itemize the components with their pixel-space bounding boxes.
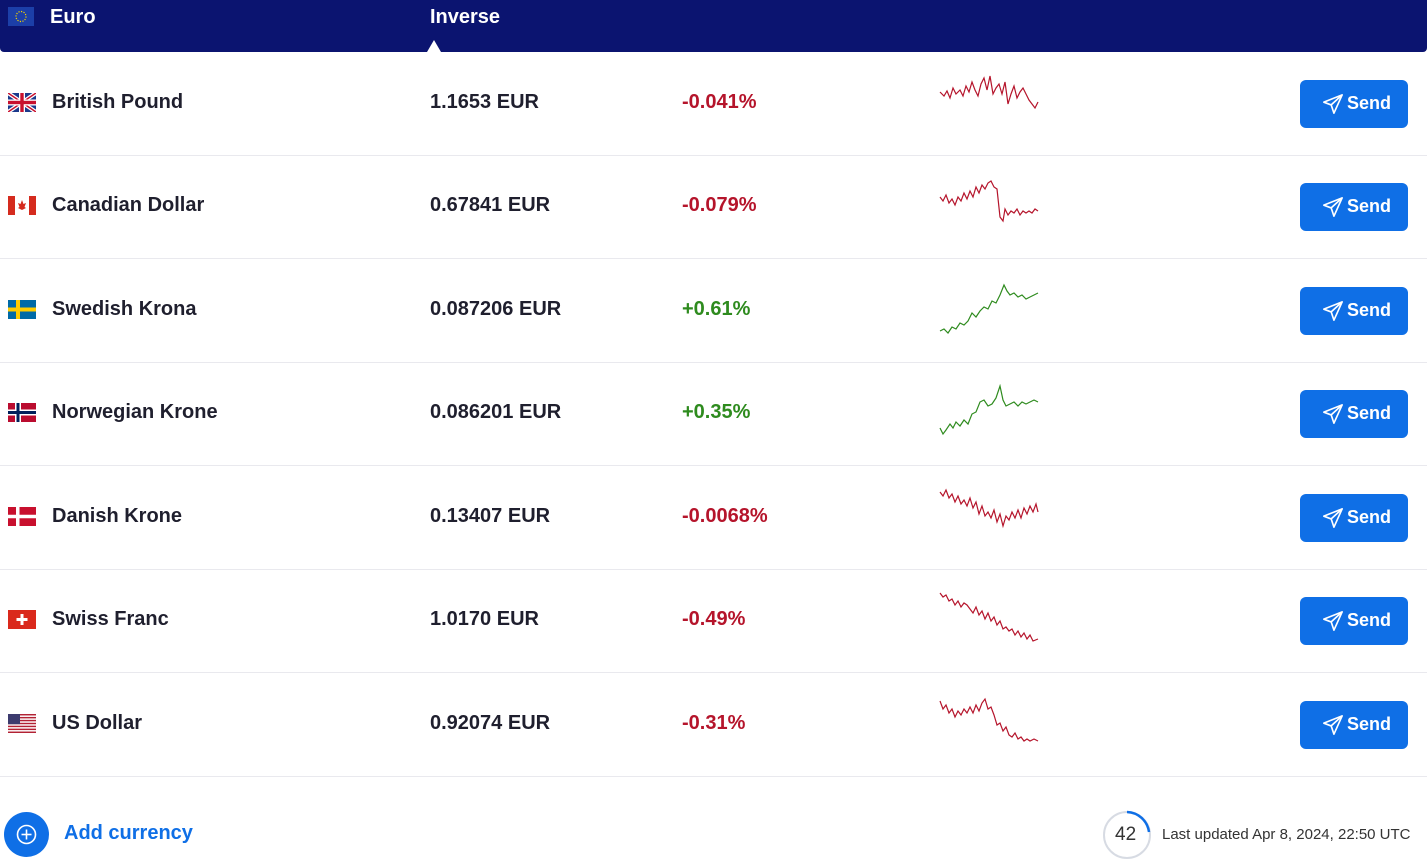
eu-flag-icon xyxy=(8,7,34,26)
sparkline-chart xyxy=(939,283,1039,334)
currency-name[interactable]: Danish Krone xyxy=(52,505,183,527)
currency-name[interactable]: Canadian Dollar xyxy=(52,194,205,216)
paper-plane-icon xyxy=(1323,611,1343,631)
send-button-label: Send xyxy=(1347,403,1392,423)
send-button-label: Send xyxy=(1347,610,1392,630)
currency-row[interactable]: Swedish Krona 0.087206 EUR +0.61% Send xyxy=(0,259,1427,363)
send-button-label: Send xyxy=(1347,93,1392,113)
base-currency-label[interactable]: Euro xyxy=(50,6,96,28)
paper-plane-icon xyxy=(1323,404,1343,424)
exchange-rate: 0.67841 EUR xyxy=(430,194,551,216)
send-button[interactable]: Send xyxy=(1300,390,1408,438)
switzerland-flag-icon xyxy=(8,610,36,629)
currency-row[interactable]: Norwegian Krone 0.086201 EUR +0.35% Send xyxy=(0,362,1427,466)
currency-row[interactable]: British Pound 1.1653 EUR -0.041% Send xyxy=(0,52,1427,156)
sparkline-chart xyxy=(939,592,1039,642)
uk-flag-icon xyxy=(8,93,36,112)
paper-plane-icon xyxy=(1323,508,1343,528)
percent-change: +0.61% xyxy=(682,298,751,320)
refresh-countdown: 42 xyxy=(1115,824,1137,845)
percent-change: -0.31% xyxy=(682,712,746,734)
paper-plane-icon xyxy=(1323,94,1343,114)
add-currency-button[interactable] xyxy=(4,812,49,857)
send-button-label: Send xyxy=(1347,714,1392,734)
percent-change: -0.041% xyxy=(682,91,757,113)
percent-change: -0.0068% xyxy=(682,505,768,527)
exchange-rate: 0.087206 EUR xyxy=(430,298,562,320)
send-button[interactable]: Send xyxy=(1300,80,1408,128)
percent-change: -0.079% xyxy=(682,194,757,216)
exchange-rate: 1.0170 EUR xyxy=(430,608,539,630)
percent-change: +0.35% xyxy=(682,401,751,423)
canada-flag-icon xyxy=(8,196,36,215)
currency-row[interactable]: Canadian Dollar 0.67841 EUR -0.079% Send xyxy=(0,155,1427,259)
norway-flag-icon xyxy=(8,403,36,422)
sparkline-chart xyxy=(939,180,1039,223)
exchange-rate: 0.086201 EUR xyxy=(430,401,562,423)
send-button-label: Send xyxy=(1347,196,1392,216)
currency-row[interactable]: US Dollar 0.92074 EUR -0.31% Send xyxy=(0,673,1427,777)
send-button[interactable]: Send xyxy=(1300,287,1408,335)
exchange-rate: 1.1653 EUR xyxy=(430,91,539,113)
send-button[interactable]: Send xyxy=(1300,494,1408,542)
paper-plane-icon xyxy=(1323,197,1343,217)
send-button[interactable]: Send xyxy=(1300,597,1408,645)
sparkline-chart xyxy=(939,75,1039,110)
exchange-rate: 0.92074 EUR xyxy=(430,712,551,734)
send-button-label: Send xyxy=(1347,300,1392,320)
send-button[interactable]: Send xyxy=(1300,701,1408,749)
currency-row[interactable]: Danish Krone 0.13407 EUR -0.0068% Send xyxy=(0,466,1427,570)
exchange-rate: 0.13407 EUR xyxy=(430,505,551,527)
paper-plane-icon xyxy=(1323,301,1343,321)
us-flag-icon xyxy=(8,714,36,733)
sparkline-chart xyxy=(939,488,1039,529)
currency-name[interactable]: Norwegian Krone xyxy=(52,401,218,423)
send-button[interactable]: Send xyxy=(1300,183,1408,231)
add-currency-link[interactable]: Add currency xyxy=(64,822,193,844)
paper-plane-icon xyxy=(1323,715,1343,735)
currency-name[interactable]: Swedish Krona xyxy=(52,298,197,320)
sparkline-chart xyxy=(939,697,1039,742)
send-button-label: Send xyxy=(1347,507,1392,527)
currency-table-header: Euro Inverse xyxy=(0,0,1427,52)
sparkline-chart xyxy=(939,384,1039,436)
currency-row[interactable]: Swiss Franc 1.0170 EUR -0.49% Send xyxy=(0,569,1427,673)
percent-change: -0.49% xyxy=(682,608,746,630)
caret-up-icon xyxy=(427,40,441,52)
sweden-flag-icon xyxy=(8,300,36,319)
denmark-flag-icon xyxy=(8,507,36,526)
currency-name[interactable]: British Pound xyxy=(52,91,184,113)
currency-name[interactable]: Swiss Franc xyxy=(52,608,169,630)
last-updated-text: Last updated Apr 8, 2024, 22:50 UTC xyxy=(1162,826,1411,843)
currency-name[interactable]: US Dollar xyxy=(52,712,143,734)
inverse-toggle[interactable]: Inverse xyxy=(430,6,501,28)
